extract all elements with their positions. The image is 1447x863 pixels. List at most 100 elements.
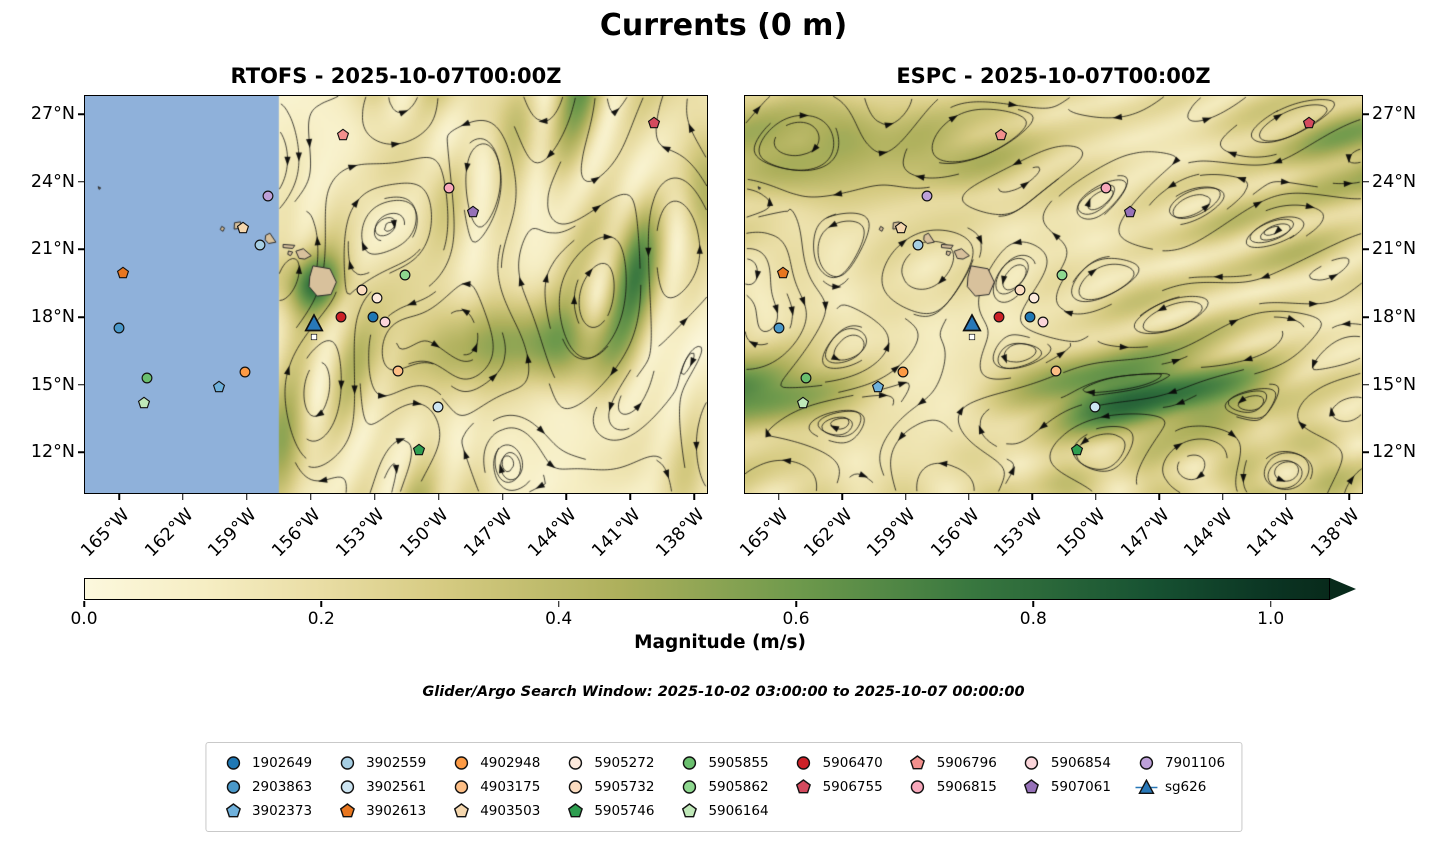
x-tickmark — [629, 493, 632, 500]
legend-item-5906796: 5906796 — [907, 755, 997, 771]
circle-marker-icon — [796, 756, 811, 770]
circle-marker-icon — [226, 780, 240, 794]
x-tickmark — [310, 493, 312, 500]
y-tick-label: 18°N — [1372, 307, 1417, 328]
circle-marker-icon — [568, 780, 583, 794]
legend-item-5906164: 5906164 — [678, 803, 769, 819]
x-tickmark — [904, 493, 907, 500]
colorbar-tickmark — [1032, 601, 1035, 607]
legend-label: 5906796 — [936, 755, 997, 771]
y-tickmark — [1362, 180, 1369, 183]
y-tick-label: 15°N — [30, 374, 75, 395]
legend-label: 1902649 — [251, 755, 313, 771]
pentagon-marker-icon — [339, 803, 355, 818]
x-tickmark — [1095, 493, 1097, 500]
legend-label: 5905855 — [708, 755, 769, 771]
espc-map-canvas — [745, 96, 1362, 493]
legend-label: 2903863 — [251, 779, 313, 795]
y-tickmark — [1362, 383, 1369, 386]
rtofs-panel-title: RTOFS - 2025-10-07T00:00Z — [230, 64, 562, 88]
legend-label: 3902561 — [366, 779, 427, 795]
legend-item-4903503: 4903503 — [450, 803, 540, 819]
colorbar-tickmark — [320, 601, 323, 607]
legend-item-3902561: 3902561 — [336, 779, 426, 795]
legend-item-4902948: 4902948 — [450, 755, 540, 771]
legend-item-7901106: 7901106 — [1135, 755, 1225, 771]
y-tick-label: 24°N — [30, 171, 75, 192]
y-tick-label: 18°N — [30, 307, 75, 328]
y-tick-label: 24°N — [1372, 171, 1417, 192]
colorbar-tickmark — [83, 601, 85, 607]
circle-marker-icon — [568, 756, 583, 770]
legend-label: 5906470 — [822, 755, 883, 771]
legend-item-3902613: 3902613 — [336, 803, 426, 819]
y-tick-label: 21°N — [1372, 239, 1417, 260]
colorbar-tick-label: 0.8 — [1019, 609, 1047, 629]
colorbar-gradient — [84, 578, 1330, 600]
legend-label: 5905746 — [594, 803, 655, 819]
legend-item-5907061: 5907061 — [1021, 779, 1111, 795]
legend-item-5905746: 5905746 — [564, 803, 654, 819]
espc-map-panel: 165°W 162°W 159°W 156°W 153°W 150°W 147°W 144°W… — [737, 95, 1416, 561]
pentagon-marker-icon — [910, 755, 926, 770]
rtofs-map-canvas — [85, 96, 707, 493]
legend-label: 5905862 — [708, 779, 769, 795]
pentagon-marker-icon — [681, 803, 697, 818]
colorbar-tickmark — [557, 601, 560, 607]
colorbar-tickmark — [795, 601, 797, 607]
pentagon-marker-icon — [796, 779, 812, 794]
pentagon-marker-icon — [567, 803, 583, 818]
legend-label: 5906755 — [822, 779, 883, 795]
rtofs-map-panel: 165°W 162°W 159°W 156°W 153°W 150°W 147°W 144°W… — [31, 95, 708, 561]
y-tickmark — [1362, 316, 1369, 318]
colorbar-tick-label: 0.0 — [70, 609, 98, 629]
y-tickmark — [78, 113, 85, 115]
circle-marker-icon — [682, 780, 697, 794]
x-tickmark — [1348, 493, 1351, 500]
pentagon-marker-icon — [1024, 779, 1040, 794]
pentagon-marker-icon — [225, 803, 241, 818]
search-window-text: Glider/Argo Search Window: 2025-10-02 03… — [422, 684, 1025, 700]
y-tickmark — [78, 248, 85, 251]
circle-marker-icon — [340, 780, 354, 794]
x-tickmark — [182, 493, 184, 500]
legend-label: 5905272 — [594, 755, 655, 771]
y-tickmark — [1362, 248, 1369, 251]
legend-item-4903175: 4903175 — [450, 779, 540, 795]
circle-marker-icon — [454, 780, 468, 794]
legend-label: 5907061 — [1050, 779, 1111, 795]
circle-marker-icon — [682, 756, 697, 770]
legend-item-5906854: 5906854 — [1021, 755, 1111, 771]
y-tickmark — [78, 451, 85, 454]
y-tickmark — [1362, 451, 1369, 454]
legend-item-sg626: sg626 — [1134, 779, 1225, 795]
legend-label: 5906815 — [936, 779, 997, 795]
x-tickmark — [968, 493, 970, 500]
espc-panel-title: ESPC - 2025-10-07T00:00Z — [896, 64, 1211, 88]
figure-title: Currents (0 m) — [599, 8, 848, 43]
x-tickmark — [693, 493, 695, 500]
circle-marker-icon — [1139, 756, 1153, 770]
y-tick-label: 12°N — [30, 442, 75, 463]
colorbar-tickmark — [1269, 601, 1272, 607]
legend-label: 7901106 — [1164, 755, 1226, 771]
legend-item-5906470: 5906470 — [793, 755, 883, 771]
legend-label: sg626 — [1164, 779, 1207, 795]
legend-item-3902559: 3902559 — [336, 755, 426, 771]
colorbar-ticks: 0.0 0.2 0.4 0.6 0.8 1.0 — [70, 600, 1330, 640]
x-tickmark — [1221, 493, 1224, 500]
legend-item-2903863: 2903863 — [222, 779, 312, 795]
x-tickmark — [841, 493, 843, 500]
x-tickmark — [246, 493, 248, 500]
x-tickmark — [1285, 493, 1287, 500]
colorbar-extend-arrow — [1330, 578, 1356, 600]
legend-item-5906815: 5906815 — [907, 779, 997, 795]
legend-label: 4903503 — [480, 803, 541, 819]
legend-item-5905272: 5905272 — [564, 755, 654, 771]
y-tickmark — [78, 383, 85, 386]
y-tickmark — [78, 180, 85, 183]
legend-item-3902373: 3902373 — [222, 803, 312, 819]
colorbar-tick-label: 1.0 — [1257, 609, 1285, 629]
legend-label: 3902373 — [251, 803, 313, 819]
legend-label: 5905732 — [594, 779, 655, 795]
